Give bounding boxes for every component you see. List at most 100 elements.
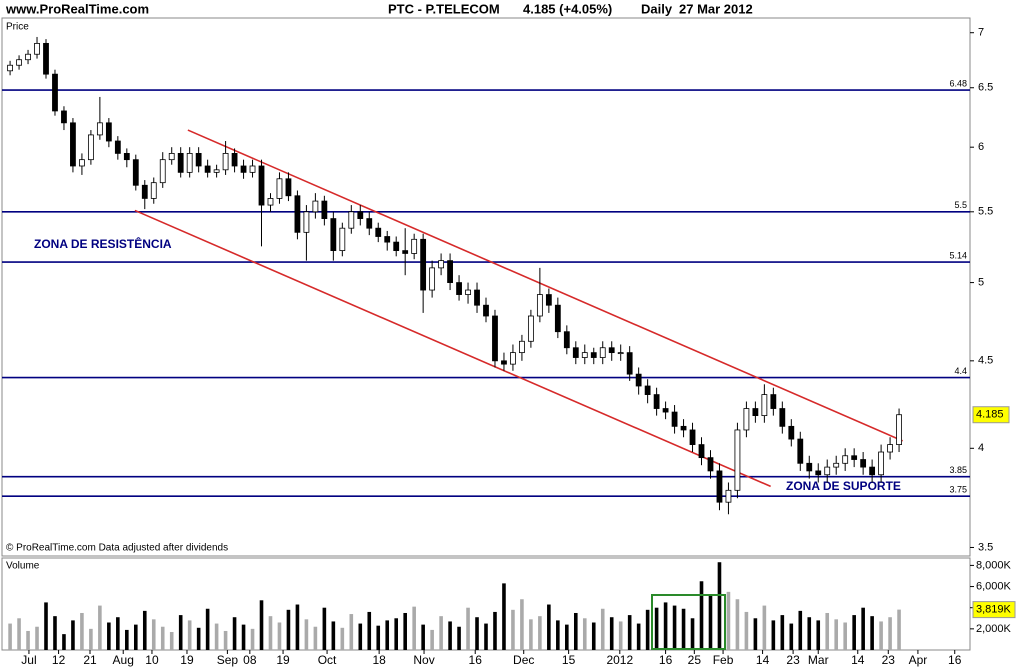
candle-body — [474, 289, 480, 306]
volume-bar — [349, 614, 354, 650]
volume-bar — [466, 607, 470, 650]
candle-body — [761, 394, 768, 417]
volume-bar — [367, 611, 372, 650]
x-tick-label: Oct — [318, 653, 337, 667]
period: Daily — [641, 1, 673, 16]
x-tick-label: Sep — [217, 653, 239, 667]
candle-body — [860, 459, 867, 468]
volume-bar — [80, 612, 84, 650]
volume-bar — [556, 620, 560, 650]
trend-line — [187, 129, 903, 442]
candle-body — [393, 241, 400, 252]
footnote: © ProRealTime.com Data adjusted after di… — [6, 543, 228, 554]
volume-bar — [412, 606, 416, 650]
candle-body — [150, 182, 157, 199]
volume-bar — [708, 595, 713, 650]
x-tick-label: 16 — [948, 653, 962, 667]
volume-bar — [160, 626, 165, 650]
x-tick-label: 18 — [372, 653, 386, 667]
candle-body — [16, 59, 22, 66]
volume-bar — [735, 599, 740, 650]
candle-body — [680, 425, 687, 431]
candle-body — [438, 260, 445, 269]
candle-body — [698, 444, 705, 459]
volume-bar — [538, 616, 542, 650]
candle-body — [465, 289, 471, 295]
volume-bar — [89, 628, 93, 650]
candle-body — [231, 152, 238, 167]
candle-body — [222, 152, 229, 171]
volume-bar — [511, 609, 515, 650]
volume-bar — [475, 617, 479, 650]
x-tick-label: 08 — [243, 653, 257, 667]
y-tick-label: 8,000K — [976, 559, 1012, 571]
volume-bar — [107, 622, 111, 650]
volume-bar — [861, 607, 865, 650]
volume-bar — [17, 618, 21, 650]
annotation: ZONA DE RESISTÊNCIA — [34, 236, 172, 251]
date: 27 Mar 2012 — [679, 1, 753, 16]
x-tick-label: 25 — [688, 653, 702, 667]
volume-bar — [268, 616, 273, 650]
volume-bar — [573, 612, 578, 650]
volume-bar — [672, 605, 677, 650]
x-tick-label: 15 — [562, 653, 576, 667]
x-tick-label: 14 — [851, 653, 865, 667]
candle-body — [141, 184, 148, 199]
candle-body — [770, 394, 777, 409]
candle-body — [536, 294, 543, 317]
volume-bar — [582, 618, 587, 650]
candle-body — [833, 462, 840, 468]
level-label: 3.75 — [949, 485, 967, 495]
candle-body — [258, 165, 265, 206]
volume-bar — [888, 617, 892, 650]
candle-body — [312, 200, 319, 213]
annotation: ZONA DE SUPORTE — [786, 479, 901, 493]
x-tick-label: 2012 — [606, 653, 633, 667]
candle-body — [752, 408, 759, 417]
candle-body — [734, 429, 741, 491]
volume-bar — [187, 620, 192, 650]
volume-bar — [116, 617, 120, 650]
candle-body — [357, 211, 364, 219]
candle-body — [420, 238, 427, 291]
candle-body — [689, 429, 696, 445]
candle-body — [815, 470, 822, 476]
candle-body — [626, 352, 633, 375]
volume-bar — [448, 621, 452, 650]
candle-body — [456, 282, 462, 295]
candle-body — [132, 159, 139, 186]
trend-line — [134, 209, 771, 488]
volume-bar — [636, 623, 641, 650]
change: 4.185 (+4.05%) — [523, 1, 612, 16]
y-tick-label: 6.5 — [978, 82, 993, 94]
volume-bar — [834, 619, 839, 650]
volume-bar — [142, 610, 147, 650]
volume-bar — [421, 624, 425, 650]
volume-bar — [789, 623, 794, 650]
volume-bar — [547, 604, 551, 650]
candle-body — [501, 360, 507, 365]
volume-bar — [331, 621, 336, 650]
candle-body — [824, 466, 831, 476]
candle-body — [25, 53, 31, 61]
candle-body — [186, 152, 193, 173]
volume-bar — [609, 617, 614, 650]
level-label: 4.4 — [954, 366, 967, 376]
level-label: 6.48 — [949, 78, 967, 88]
volume-bar — [897, 609, 901, 650]
candle-body — [240, 165, 247, 173]
candle-body — [707, 457, 714, 472]
candle-body — [725, 489, 732, 503]
volume-bar — [591, 622, 596, 650]
candle-body — [779, 408, 786, 427]
y-tick-label: 4 — [978, 442, 984, 454]
x-tick-label: Aug — [113, 653, 134, 667]
candle-body — [195, 152, 202, 167]
volume-bar — [44, 602, 48, 650]
volume-bar — [645, 609, 650, 650]
volume-bar — [870, 616, 874, 650]
x-tick-label: 10 — [145, 653, 159, 667]
volume-bar — [690, 618, 695, 650]
volume-bar — [277, 622, 282, 650]
